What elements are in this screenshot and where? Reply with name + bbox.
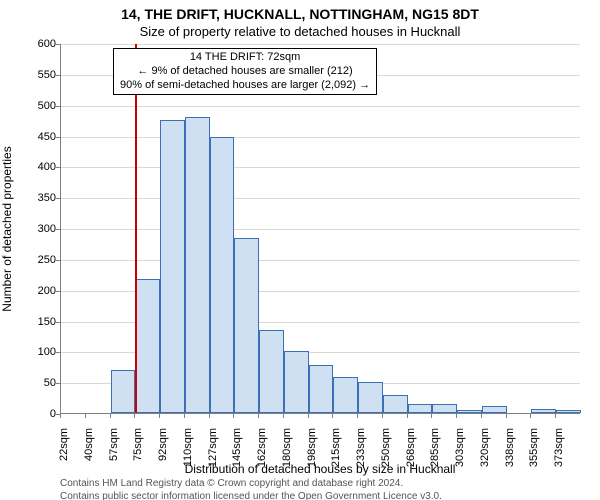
ytick-label: 400 <box>20 161 56 173</box>
xtick-mark <box>209 414 210 418</box>
ytick-label: 600 <box>20 38 56 50</box>
xtick-mark <box>258 414 259 418</box>
ytick-label: 100 <box>20 346 56 358</box>
plot-area: 14 THE DRIFT: 72sqm ← 9% of detached hou… <box>60 44 580 414</box>
xtick-mark <box>159 414 160 418</box>
xtick-mark <box>308 414 309 418</box>
histogram-bar <box>482 406 507 413</box>
histogram-bar <box>185 117 210 413</box>
xtick-mark <box>357 414 358 418</box>
xtick-mark <box>110 414 111 418</box>
xtick-label: 22sqm <box>58 428 70 461</box>
xtick-mark <box>555 414 556 418</box>
annotation-box: 14 THE DRIFT: 72sqm ← 9% of detached hou… <box>113 48 377 95</box>
ytick-label: 250 <box>20 254 56 266</box>
histogram-bar <box>135 279 160 413</box>
annotation-line3: 90% of semi-detached houses are larger (… <box>120 79 370 93</box>
ytick-label: 200 <box>20 285 56 297</box>
xtick-mark <box>60 414 61 418</box>
annotation-line1: 14 THE DRIFT: 72sqm <box>120 51 370 65</box>
histogram-bar <box>408 404 433 413</box>
ytick-label: 450 <box>20 131 56 143</box>
ytick-label: 500 <box>20 100 56 112</box>
ytick-label: 350 <box>20 192 56 204</box>
histogram-bar <box>556 410 581 413</box>
xtick-mark <box>283 414 284 418</box>
xtick-mark <box>456 414 457 418</box>
histogram-bar <box>234 238 259 413</box>
xtick-label: 92sqm <box>157 428 169 461</box>
ytick-label: 550 <box>20 69 56 81</box>
gridline-h <box>61 106 580 107</box>
xtick-mark <box>134 414 135 418</box>
gridline-h <box>61 137 580 138</box>
xtick-mark <box>332 414 333 418</box>
histogram-bar <box>358 382 383 413</box>
xtick-label: 110sqm <box>182 428 194 466</box>
gridline-h <box>61 44 580 45</box>
footer-line2: Contains public sector information licen… <box>60 491 442 500</box>
xtick-mark <box>85 414 86 418</box>
histogram-bar <box>160 120 185 413</box>
xtick-mark <box>184 414 185 418</box>
xtick-mark <box>431 414 432 418</box>
ytick-label: 50 <box>20 377 56 389</box>
xtick-mark <box>506 414 507 418</box>
footer-line1: Contains HM Land Registry data © Crown c… <box>60 478 442 491</box>
gridline-h <box>61 167 580 168</box>
histogram-bar <box>432 404 457 413</box>
histogram-bar <box>284 351 309 413</box>
histogram-bar <box>259 330 284 413</box>
reference-line <box>135 44 137 413</box>
histogram-bar <box>531 409 556 413</box>
gridline-h <box>61 229 580 230</box>
xtick-mark <box>382 414 383 418</box>
histogram-bar <box>333 377 358 413</box>
xtick-label: 57sqm <box>108 428 120 461</box>
chart-title-line2: Size of property relative to detached ho… <box>0 24 600 39</box>
xtick-label: 75sqm <box>132 428 144 461</box>
gridline-h <box>61 260 580 261</box>
xtick-mark <box>407 414 408 418</box>
xtick-mark <box>233 414 234 418</box>
ytick-label: 0 <box>20 408 56 420</box>
chart-title-line1: 14, THE DRIFT, HUCKNALL, NOTTINGHAM, NG1… <box>0 6 600 22</box>
annotation-line2: ← 9% of detached houses are smaller (212… <box>120 65 370 79</box>
histogram-bar <box>457 410 482 413</box>
histogram-bar <box>210 137 235 413</box>
gridline-h <box>61 198 580 199</box>
histogram-bar <box>111 370 136 413</box>
xtick-mark <box>530 414 531 418</box>
x-axis-label: Distribution of detached houses by size … <box>60 462 580 476</box>
ytick-label: 150 <box>20 316 56 328</box>
histogram-bar <box>309 365 334 413</box>
y-axis-label: Number of detached properties <box>0 44 14 414</box>
histogram-bar <box>383 395 408 414</box>
xtick-mark <box>481 414 482 418</box>
footer-attribution: Contains HM Land Registry data © Crown c… <box>60 478 442 500</box>
ytick-label: 300 <box>20 223 56 235</box>
xtick-label: 40sqm <box>83 428 95 461</box>
